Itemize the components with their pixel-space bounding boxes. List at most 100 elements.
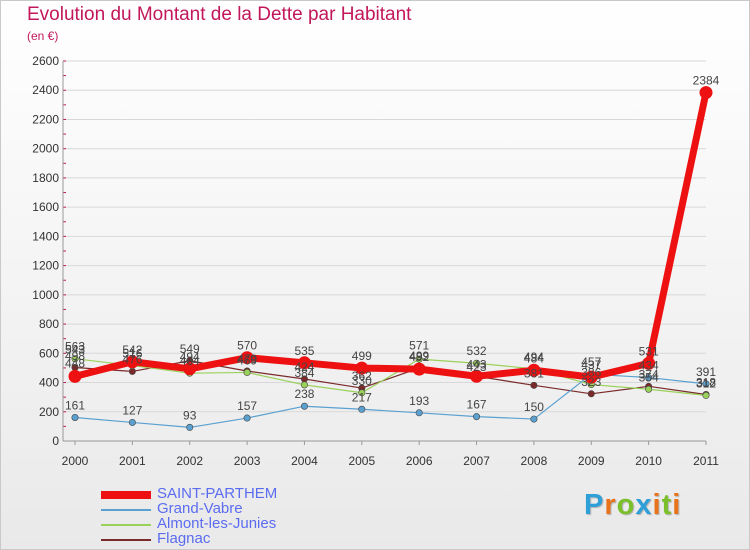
- x-tick-label: 2008: [521, 454, 548, 468]
- data-label: 323: [581, 375, 601, 389]
- x-tick-label: 2003: [234, 454, 261, 468]
- y-tick-label: 2000: [32, 142, 59, 156]
- y-tick-label: 200: [39, 405, 59, 419]
- data-point: [243, 368, 251, 376]
- data-label: 499: [409, 349, 429, 363]
- data-label: 391: [696, 365, 716, 379]
- data-label: 532: [467, 344, 487, 358]
- data-label: 127: [122, 403, 142, 417]
- data-label: 494: [524, 350, 544, 364]
- data-label: 571: [409, 339, 429, 353]
- data-label: 330: [352, 374, 372, 388]
- legend-label: Almont-les-Junies: [157, 515, 277, 532]
- logo-letter: t: [661, 489, 673, 521]
- data-label: 484: [524, 351, 544, 365]
- data-point: [358, 405, 366, 413]
- x-tick-label: 2004: [291, 454, 318, 468]
- data-label: 193: [409, 394, 429, 408]
- data-label: 443: [467, 357, 487, 371]
- series-line: [74, 360, 707, 396]
- data-label: 498: [65, 349, 85, 363]
- data-point: [645, 385, 653, 393]
- x-tick-label: 2010: [635, 454, 662, 468]
- x-tick-label: 2011: [693, 454, 719, 468]
- y-tick-label: 2400: [32, 83, 59, 97]
- logo-letter: o: [616, 489, 636, 521]
- data-point: [415, 409, 423, 417]
- data-point: [412, 362, 426, 376]
- data-label: 492: [409, 350, 429, 364]
- data-label: 354: [639, 370, 659, 384]
- data-point: [300, 402, 308, 410]
- data-point: [243, 414, 251, 422]
- series-line: [74, 91, 710, 381]
- data-label: 374: [639, 367, 659, 381]
- data-point: [300, 381, 308, 389]
- x-tick-label: 2000: [62, 454, 89, 468]
- data-label: 423: [467, 360, 487, 374]
- y-tick-label: 1400: [32, 229, 59, 243]
- logo-letter: P: [584, 489, 605, 521]
- data-label: 150: [524, 400, 544, 414]
- data-label: 384: [294, 366, 314, 380]
- data-label: 457: [581, 355, 601, 369]
- data-point: [128, 418, 136, 426]
- x-tick-label: 2002: [176, 454, 203, 468]
- data-label: 386: [581, 366, 601, 380]
- legend-swatch: [101, 539, 151, 541]
- data-label: 93: [183, 408, 197, 422]
- data-label: 516: [122, 347, 142, 361]
- data-label: 161: [65, 398, 85, 412]
- legend-item: Almont-les-Junies: [101, 515, 361, 532]
- data-point: [183, 362, 197, 376]
- data-point: [358, 389, 366, 397]
- data-label: 531: [639, 344, 659, 358]
- y-tick-label: 2600: [32, 54, 59, 68]
- data-label: 469: [237, 353, 257, 367]
- data-label: 542: [122, 343, 142, 357]
- data-point: [240, 351, 254, 365]
- x-tick-label: 2001: [119, 454, 146, 468]
- y-tick-label: 2200: [32, 112, 59, 126]
- data-label: 318: [696, 376, 716, 390]
- data-point: [71, 413, 79, 421]
- y-tick-label: 1000: [32, 288, 59, 302]
- data-label: 549: [180, 342, 200, 356]
- legend-swatch: [101, 524, 151, 526]
- y-tick-label: 1800: [32, 171, 59, 185]
- data-label: 499: [352, 349, 372, 363]
- y-tick-label: 600: [39, 346, 59, 360]
- series-line: [74, 358, 707, 396]
- chart-title: Evolution du Montant de la Dette par Hab…: [27, 4, 412, 25]
- y-tick-label: 800: [39, 317, 59, 331]
- data-point: [645, 374, 653, 382]
- legend-swatch: [101, 491, 151, 499]
- data-label: 563: [65, 340, 85, 354]
- data-label: 434: [639, 359, 659, 373]
- data-point: [355, 361, 369, 375]
- data-label: 312: [696, 376, 716, 390]
- data-point: [470, 369, 484, 383]
- x-tick-label: 2006: [406, 454, 433, 468]
- data-point: [473, 413, 481, 421]
- legend-item: Grand-Vabre: [101, 500, 361, 517]
- logo-letter: x: [635, 489, 653, 521]
- data-point: [642, 356, 656, 370]
- data-point: [530, 415, 538, 423]
- legend-label: Flagnac: [157, 530, 211, 547]
- y-tick-label: 1600: [32, 200, 59, 214]
- y-tick-label: 0: [52, 434, 59, 448]
- data-label: 479: [237, 352, 257, 366]
- data-point: [584, 370, 598, 384]
- legend-item: Flagnac: [101, 530, 361, 547]
- data-point: [702, 391, 710, 399]
- data-point: [297, 356, 311, 370]
- legend-label: Grand-Vabre: [157, 500, 243, 517]
- data-label: 167: [467, 398, 487, 412]
- data-point: [186, 423, 194, 431]
- data-point: [473, 359, 481, 367]
- x-tick-label: 2005: [348, 454, 375, 468]
- legend-item: SAINT-PARTHEM: [101, 485, 361, 502]
